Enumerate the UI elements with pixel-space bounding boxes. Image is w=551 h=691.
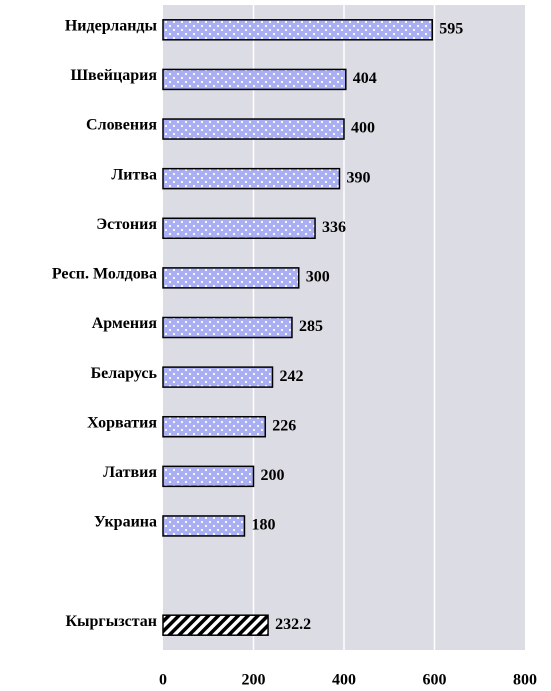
y-tick-label: Хорватия: [87, 414, 157, 431]
y-tick-label: Швейцария: [70, 67, 157, 84]
value-label: 232.2: [275, 616, 311, 633]
value-label: 400: [351, 120, 375, 137]
bar: [162, 316, 293, 339]
value-label: 226: [272, 417, 296, 434]
y-tick-label: Армения: [92, 315, 158, 332]
bar: [162, 366, 274, 388]
value-label: 336: [322, 219, 346, 236]
y-tick-label: Латвия: [103, 464, 157, 481]
bar: [162, 614, 269, 636]
x-tick-label: 800: [513, 672, 537, 689]
bar: [162, 515, 246, 537]
value-label: 242: [280, 368, 304, 385]
bar: [162, 465, 255, 488]
y-tick-label: Респ. Молдова: [52, 266, 157, 283]
y-tick-label: Словения: [86, 117, 157, 134]
bar: [162, 267, 300, 289]
value-label: 180: [251, 517, 275, 534]
value-label: 390: [346, 169, 370, 186]
value-label: 200: [261, 467, 285, 484]
x-tick-label: 600: [423, 672, 447, 689]
y-tick-label: Беларусь: [91, 365, 158, 382]
x-tick-label: 400: [332, 672, 356, 689]
bar: [162, 118, 345, 140]
bar: [162, 167, 341, 190]
value-label: 595: [439, 20, 463, 37]
y-tick-label: Украина: [94, 514, 157, 531]
y-tick-label: Литва: [111, 166, 157, 183]
bar: [162, 415, 267, 438]
x-tick-label: 200: [242, 672, 266, 689]
x-tick-label: 0: [159, 672, 167, 689]
bar: [162, 217, 316, 240]
y-tick-label: Нидерланды: [65, 17, 158, 34]
bar: [162, 68, 347, 91]
y-tick-label: Эстония: [96, 216, 157, 233]
value-label: 404: [353, 70, 377, 87]
value-label: 285: [299, 318, 323, 335]
y-tick-label: Кыргызстан: [65, 613, 157, 630]
value-label: 300: [306, 269, 330, 286]
bar: [162, 19, 433, 41]
